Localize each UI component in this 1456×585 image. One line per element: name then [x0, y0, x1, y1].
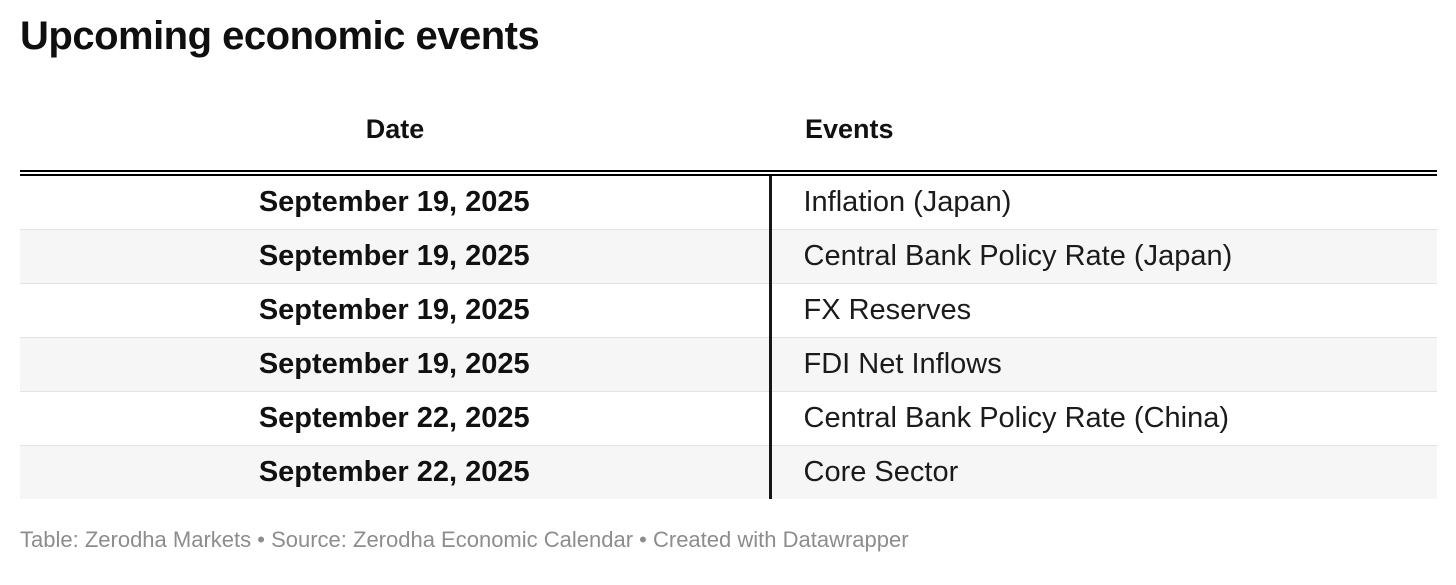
table-row: September 19, 2025 Inflation (Japan) — [20, 173, 1437, 230]
datawrapper-table-page: Upcoming economic events Date Events Sep… — [20, 14, 1437, 555]
footer-table-label: Table: — [20, 527, 85, 552]
footer-created-label: Created with — [652, 527, 783, 552]
footer-table-source-link[interactable]: Zerodha Markets — [84, 527, 252, 552]
date-cell: September 22, 2025 — [20, 391, 770, 446]
date-cell: September 22, 2025 — [20, 445, 770, 499]
table-header: Date Events — [20, 88, 1437, 176]
table-row: September 22, 2025 Central Bank Policy R… — [20, 391, 1437, 446]
date-cell: September 19, 2025 — [258, 186, 530, 218]
event-cell: Core Sector — [768, 445, 1437, 499]
footer-datawrapper-link[interactable]: Datawrapper — [782, 527, 909, 552]
date-cell: September 19, 2025 — [20, 229, 770, 284]
column-header-date: Date — [20, 88, 770, 176]
header-row: Date Events — [20, 88, 1437, 176]
date-cell: September 19, 2025 — [20, 337, 770, 392]
event-cell: FX Reserves — [768, 283, 1437, 338]
table-row: September 19, 2025 Central Bank Policy R… — [20, 229, 1437, 284]
event-cell: Inflation (Japan) — [768, 173, 1437, 230]
table-row: September 22, 2025 Core Sector — [20, 445, 1437, 499]
attribution-footer: Table: Zerodha Markets • Source: Zerodha… — [20, 525, 1437, 555]
footer-separator-2: • — [633, 527, 653, 552]
table-row: September 19, 2025 FX Reserves — [20, 283, 1437, 338]
page-title: Upcoming economic events — [20, 14, 540, 58]
economic-events-table: Date Events September 19, 2025 Inflation… — [20, 88, 1437, 499]
table-row: September 19, 2025 FDI Net Inflows — [20, 337, 1437, 392]
table-body: September 19, 2025 Inflation (Japan) Sep… — [20, 173, 1437, 499]
event-cell: Central Bank Policy Rate (Japan) — [768, 229, 1437, 284]
column-header-events: Events — [770, 88, 1437, 176]
event-cell: Central Bank Policy Rate (China) — [768, 391, 1437, 446]
date-cell: September 19, 2025 — [20, 283, 770, 338]
footer-source-label: Source: — [271, 527, 353, 552]
footer-separator-1: • — [251, 527, 272, 552]
event-cell: FDI Net Inflows — [768, 337, 1437, 392]
footer-source-link[interactable]: Zerodha Economic Calendar — [353, 527, 634, 552]
